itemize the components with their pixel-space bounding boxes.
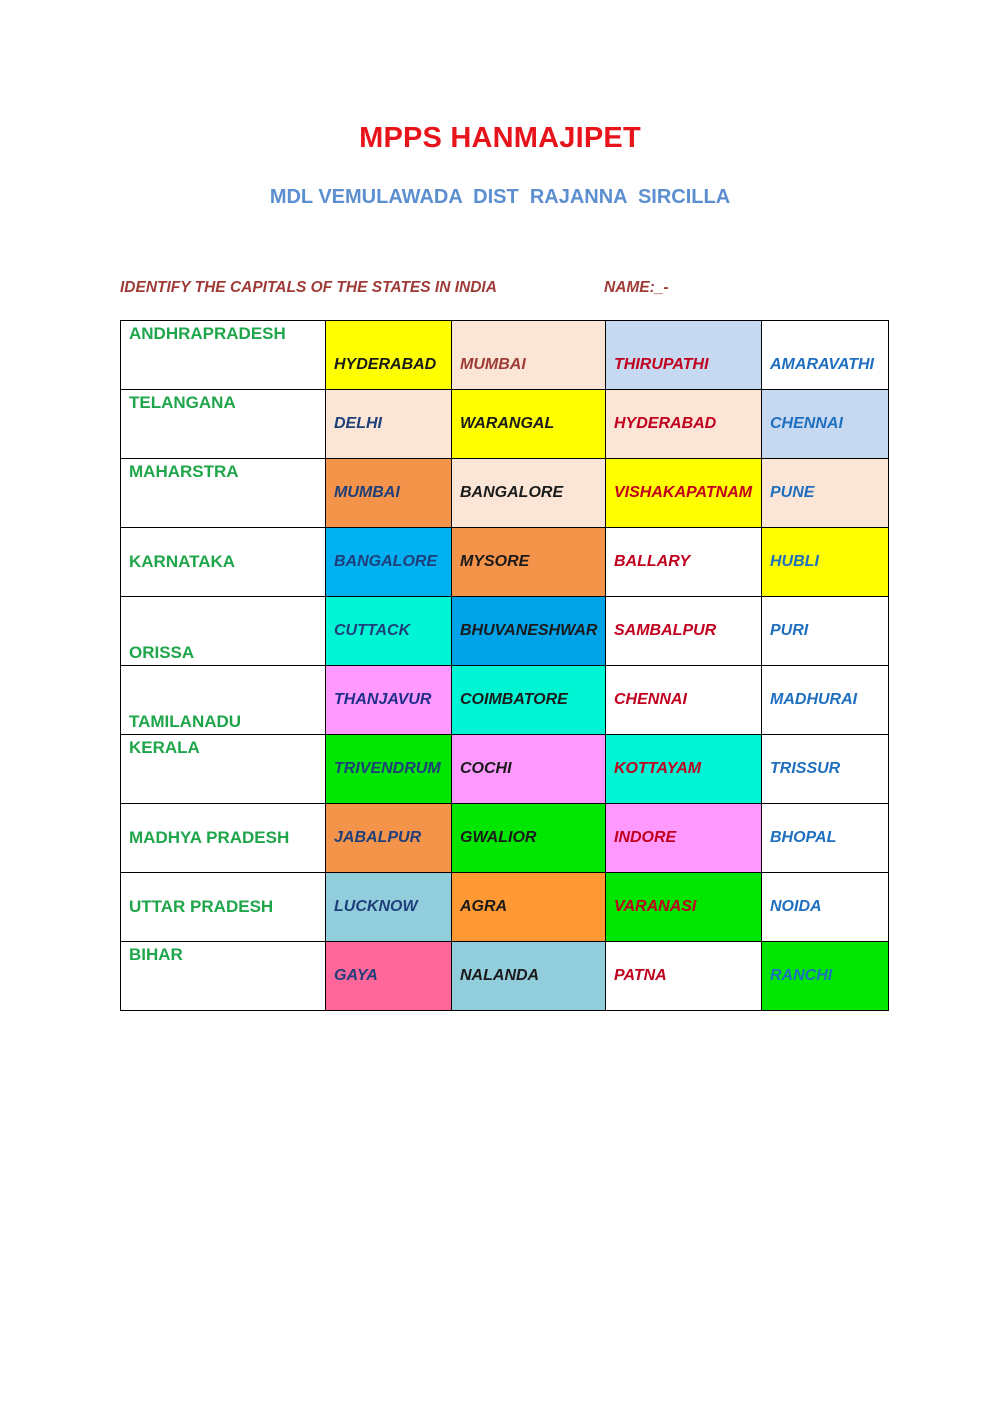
answer-option[interactable]: CHENNAI [761, 389, 889, 459]
answer-option[interactable]: BANGALORE [451, 458, 606, 528]
answer-option[interactable]: PURI [761, 596, 889, 666]
answer-option[interactable]: INDORE [605, 803, 762, 873]
answer-option[interactable]: SAMBALPUR [605, 596, 762, 666]
answer-option[interactable]: NALANDA [451, 941, 606, 1011]
answer-option[interactable]: BHUVANESHWAR [451, 596, 606, 666]
answer-option[interactable]: GAYA [325, 941, 452, 1011]
answer-option[interactable]: KOTTAYAM [605, 734, 762, 804]
answer-option[interactable]: MUMBAI [325, 458, 452, 528]
state-name: MAHARSTRA [120, 458, 326, 528]
answer-option[interactable]: MYSORE [451, 527, 606, 597]
page-title: MPPS HANMAJIPET [359, 122, 641, 154]
answer-option[interactable]: BALLARY [605, 527, 762, 597]
quiz-row-karnataka: KARNATAKA BANGALORE MYSORE BALLARY HUBLI [120, 527, 889, 597]
answer-option[interactable]: HUBLI [761, 527, 889, 597]
page-subtitle: MDL VEMULAWADA DIST RAJANNA SIRCILLA [269, 186, 731, 208]
name-field-label: NAME:_- [604, 279, 669, 296]
state-name: UTTAR PRADESH [120, 872, 326, 942]
quiz-row-madhya-pradesh: MADHYA PRADESH JABALPUR GWALIOR INDORE B… [120, 803, 889, 873]
answer-option[interactable]: PUNE [761, 458, 889, 528]
answer-option[interactable]: LUCKNOW [325, 872, 452, 942]
answer-option[interactable]: VARANASI [605, 872, 762, 942]
state-name: ANDHRAPRADESH [120, 320, 326, 390]
answer-option[interactable]: CUTTACK [325, 596, 452, 666]
state-name: KARNATAKA [120, 527, 326, 597]
answer-option[interactable]: HYDERABAD [605, 389, 762, 459]
state-name: BIHAR [120, 941, 326, 1011]
quiz-row-telangana: TELANGANA DELHI WARANGAL HYDERABAD CHENN… [120, 389, 889, 459]
answer-option[interactable]: GWALIOR [451, 803, 606, 873]
answer-option[interactable]: NOIDA [761, 872, 889, 942]
quiz-row-tamilanadu: TAMILANADU THANJAVUR COIMBATORE CHENNAI … [120, 665, 889, 735]
state-name: KERALA [120, 734, 326, 804]
answer-option[interactable]: COCHI [451, 734, 606, 804]
quiz-row-kerala: KERALA TRIVENDRUM COCHI KOTTAYAM TRISSUR [120, 734, 889, 804]
answer-option[interactable]: AGRA [451, 872, 606, 942]
answer-option[interactable]: WARANGAL [451, 389, 606, 459]
answer-option[interactable]: RANCHI [761, 941, 889, 1011]
answer-option[interactable]: BANGALORE [325, 527, 452, 597]
answer-option[interactable]: THANJAVUR [325, 665, 452, 735]
answer-option[interactable]: BHOPAL [761, 803, 889, 873]
worksheet-instruction: IDENTIFY THE CAPITALS OF THE STATES IN I… [120, 279, 497, 296]
state-name: ORISSA [120, 596, 326, 666]
state-name: TAMILANADU [120, 665, 326, 735]
answer-option[interactable]: THIRUPATHI [605, 320, 762, 390]
answer-option[interactable]: PATNA [605, 941, 762, 1011]
answer-option[interactable]: TRISSUR [761, 734, 889, 804]
answer-option[interactable]: CHENNAI [605, 665, 762, 735]
quiz-row-uttar-pradesh: UTTAR PRADESH LUCKNOW AGRA VARANASI NOID… [120, 872, 889, 942]
answer-option[interactable]: COIMBATORE [451, 665, 606, 735]
answer-option[interactable]: MADHURAI [761, 665, 889, 735]
state-name: MADHYA PRADESH [120, 803, 326, 873]
quiz-row-andhrapradesh: ANDHRAPRADESH HYDERABAD MUMBAI THIRUPATH… [120, 320, 889, 390]
answer-option[interactable]: TRIVENDRUM [325, 734, 452, 804]
answer-option[interactable]: MUMBAI [451, 320, 606, 390]
answer-option[interactable]: AMARAVATHI [761, 320, 889, 390]
quiz-row-maharstra: MAHARSTRA MUMBAI BANGALORE VISHAKAPATNAM… [120, 458, 889, 528]
answer-option[interactable]: JABALPUR [325, 803, 452, 873]
answer-option[interactable]: DELHI [325, 389, 452, 459]
quiz-row-orissa: ORISSA CUTTACK BHUVANESHWAR SAMBALPUR PU… [120, 596, 889, 666]
capitals-quiz-table: ANDHRAPRADESH HYDERABAD MUMBAI THIRUPATH… [120, 320, 889, 1011]
answer-option[interactable]: VISHAKAPATNAM [605, 458, 762, 528]
quiz-row-bihar: BIHAR GAYA NALANDA PATNA RANCHI [120, 941, 889, 1011]
answer-option[interactable]: HYDERABAD [325, 320, 452, 390]
state-name: TELANGANA [120, 389, 326, 459]
